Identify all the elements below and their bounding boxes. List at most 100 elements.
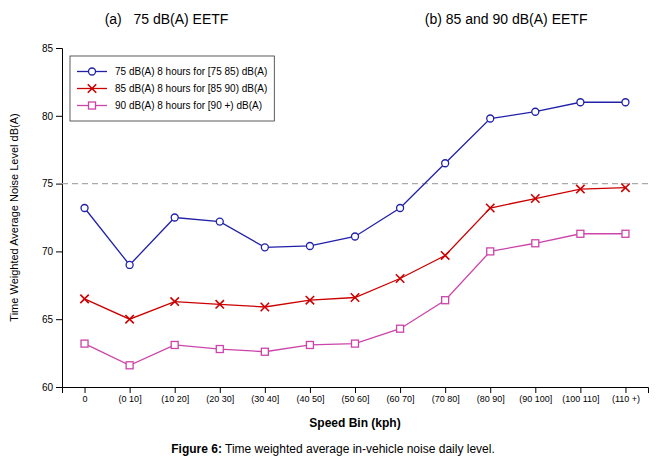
point — [351, 293, 359, 301]
point — [170, 297, 178, 305]
x-tick-mark — [400, 387, 401, 393]
x-tick-label: (10 20] — [161, 394, 189, 404]
x-tick-mark — [175, 387, 176, 393]
y-tick-label: 80 — [42, 111, 54, 122]
plot: 0 (0 10] (10 20] (20 30] (30 40] (40 50] (50 6… — [8, 43, 649, 430]
point — [622, 230, 629, 237]
subtitle: (b) 85 and 90 dB(A) EETF — [425, 11, 588, 27]
series-line — [85, 102, 626, 265]
x-tick-mark — [355, 387, 356, 393]
title: (a) 75 dB(A) EETF — [105, 11, 229, 27]
y-tick-mark — [56, 48, 62, 49]
y-tick-mark — [56, 319, 62, 320]
x-tick: (110 +) — [612, 387, 640, 404]
y-tick-label: 75 — [42, 178, 54, 189]
y-tick-label: 60 — [42, 382, 54, 393]
x-tick: 0 — [83, 387, 88, 404]
point — [396, 274, 404, 282]
y-tick: 65 — [42, 314, 62, 325]
caption-part: Figure 6: — [171, 442, 222, 456]
y-tick-label: 85 — [42, 43, 54, 54]
point — [81, 340, 88, 347]
y-tick-mark — [56, 116, 62, 117]
x-tick-label: (80 90] — [477, 394, 505, 404]
point — [306, 341, 313, 348]
point — [125, 315, 133, 323]
point — [81, 205, 88, 212]
point — [306, 242, 313, 249]
x-tick-label: (50 60] — [341, 394, 369, 404]
legend-item: 90 dB(A) 8 hours for [90 +) dB(A) — [77, 100, 262, 111]
x-tick: (20 30] — [206, 387, 234, 404]
x-tick-label: (0 10] — [119, 394, 142, 404]
point — [216, 218, 223, 225]
x-tick-mark — [265, 387, 266, 393]
marks — [62, 99, 648, 369]
x-axis-line — [63, 388, 649, 394]
point — [577, 230, 584, 237]
x-tick: (80 90] — [477, 387, 505, 404]
x-tick-label: (70 80] — [432, 394, 460, 404]
x-axis-title: Speed Bin (kph) — [309, 416, 400, 430]
point — [397, 205, 404, 212]
point — [441, 251, 449, 259]
x-tick: (100 110] — [562, 387, 599, 404]
point — [576, 185, 584, 193]
point — [261, 244, 268, 251]
point — [126, 261, 133, 268]
x-tick: (40 50] — [296, 387, 324, 404]
chart: (a) 75 dB(A) EETF (b) 85 and 90 dB(A) EET… — [0, 0, 666, 465]
point — [532, 240, 539, 247]
y-tick-label: 70 — [42, 246, 54, 257]
x-tick: (60 70] — [387, 387, 415, 404]
y-tick: 80 — [42, 111, 62, 122]
x-tick: (70 80] — [432, 387, 460, 404]
legend-label: 90 dB(A) 8 hours for [90 +) dB(A) — [115, 100, 262, 111]
point — [442, 297, 449, 304]
y-tick: 70 — [42, 246, 62, 257]
x-tick-label: (20 30] — [206, 394, 234, 404]
point — [126, 362, 133, 369]
x-tick-label: (100 110] — [562, 394, 599, 404]
x-tick-label: (30 40] — [251, 394, 279, 404]
x-tick-mark — [535, 387, 536, 393]
point — [171, 214, 178, 221]
legend-marker — [88, 84, 96, 92]
x-tick-label: (90 100] — [519, 394, 552, 404]
point — [486, 204, 494, 212]
point — [577, 99, 584, 106]
legend-marker — [89, 68, 96, 75]
point — [621, 183, 629, 191]
y-tick-mark — [56, 387, 62, 388]
x-tick: (10 20] — [161, 387, 189, 404]
y-tick-mark — [56, 184, 62, 185]
x-tick-mark — [310, 387, 311, 393]
x-tick-label: 0 — [83, 394, 88, 404]
point — [261, 303, 269, 311]
series — [81, 230, 629, 369]
y-tick: 60 — [42, 382, 62, 393]
x-tick-mark — [220, 387, 221, 393]
x-tick-label: (40 50] — [296, 394, 324, 404]
x-tick-mark — [130, 387, 131, 393]
y-tick-label: 65 — [42, 314, 54, 325]
point — [532, 108, 539, 115]
x-tick: (30 40] — [251, 387, 279, 404]
x-tick-mark — [445, 387, 446, 393]
series — [81, 99, 629, 269]
legend: 75 dB(A) 8 hours for [75 85) dB(A) 85 dB(… — [70, 56, 274, 121]
y-tick: 75 — [42, 178, 62, 189]
point — [216, 346, 223, 353]
x-tick-mark — [580, 387, 581, 393]
point — [171, 341, 178, 348]
y-axis-line — [56, 49, 63, 388]
legend-frame — [70, 56, 274, 121]
point — [352, 340, 359, 347]
legend-label: 85 dB(A) 8 hours for [85 90) dB(A) — [115, 83, 267, 94]
reference-line — [62, 183, 648, 184]
x-axis: 0 (0 10] (10 20] (20 30] (30 40] (40 50] (50 6… — [63, 387, 649, 404]
point — [487, 248, 494, 255]
legend-label: 75 dB(A) 8 hours for [75 85) dB(A) — [115, 66, 267, 77]
point — [261, 348, 268, 355]
point — [397, 325, 404, 332]
